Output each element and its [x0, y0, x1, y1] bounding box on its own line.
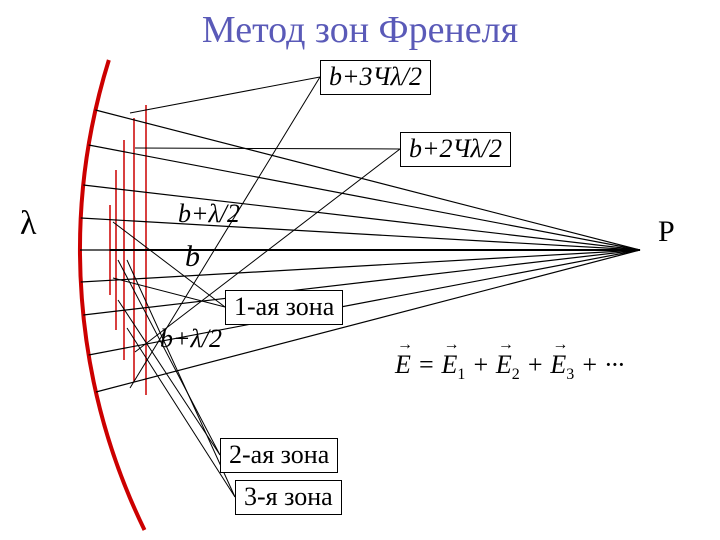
- label-b: b: [185, 240, 200, 273]
- lambda-label: λ: [20, 205, 37, 242]
- label-b-plus-3: b+3Чλ/2: [320, 60, 431, 95]
- label-zone-2: 2-ая зона: [220, 438, 338, 473]
- label-b-plus-2: b+2Чλ/2: [400, 132, 511, 167]
- label-b-half-lower: b+λ/2: [160, 325, 222, 354]
- label-zone-3: 3-я зона: [235, 480, 342, 515]
- formula-E-sum: E = E1 + E2 + E3 + ···: [395, 350, 624, 384]
- label-zone-1: 1-ая зона: [225, 290, 343, 325]
- label-b-half-upper: b+λ/2: [178, 200, 240, 229]
- point-P-label: Р: [658, 215, 675, 248]
